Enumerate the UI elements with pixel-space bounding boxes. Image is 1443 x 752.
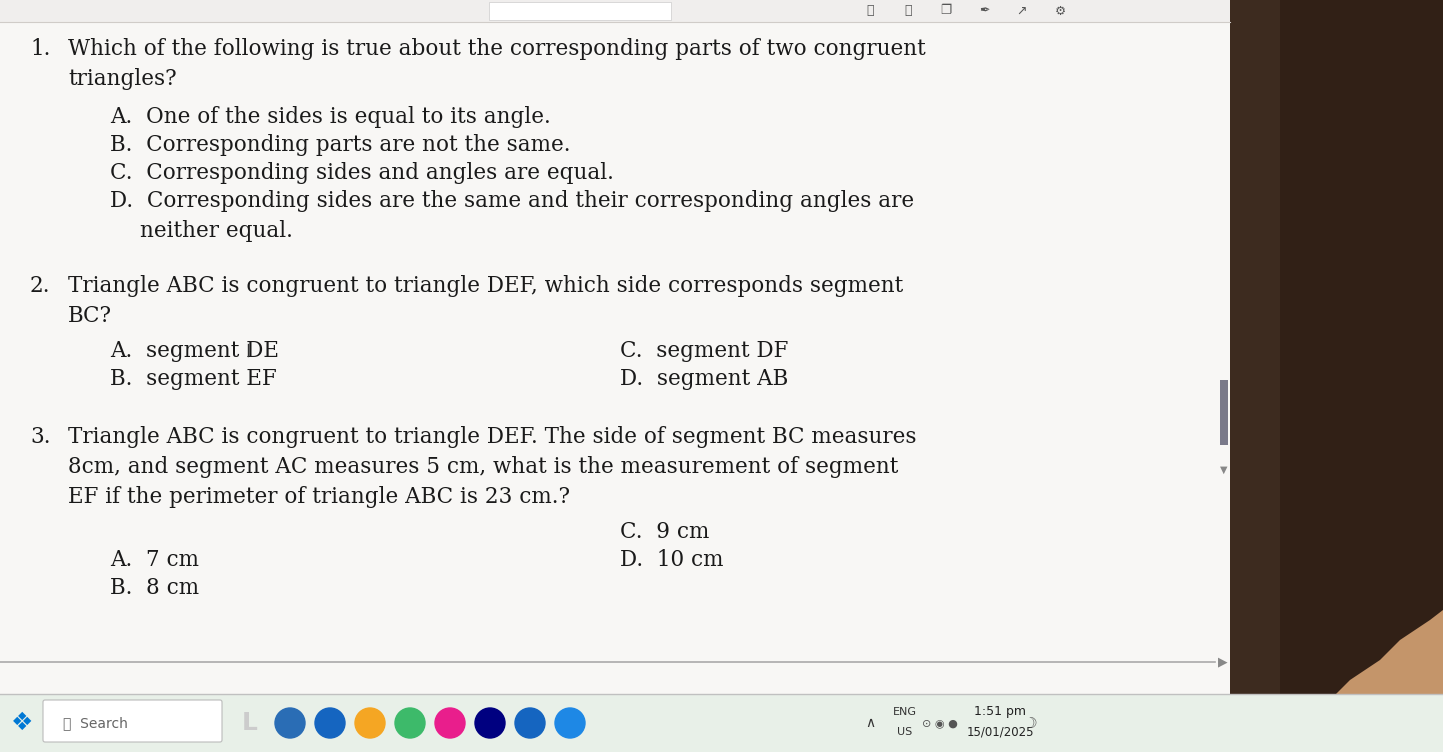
Text: 8cm, and segment AC measures 5 cm, what is the measurement of segment: 8cm, and segment AC measures 5 cm, what … [68,456,899,478]
FancyBboxPatch shape [0,0,1229,694]
Text: ▶: ▶ [1218,656,1228,669]
Text: Triangle ABC is congruent to triangle DEF. The side of segment BC measures: Triangle ABC is congruent to triangle DE… [68,426,916,448]
Text: 1:51 pm: 1:51 pm [974,705,1026,718]
Text: D.  Corresponding sides are the same and their corresponding angles are: D. Corresponding sides are the same and … [110,190,913,212]
Circle shape [355,708,385,738]
FancyBboxPatch shape [0,0,1229,22]
Circle shape [475,708,505,738]
Text: ⚙: ⚙ [1055,5,1065,17]
FancyBboxPatch shape [489,2,671,20]
Text: 2.: 2. [30,275,51,297]
Text: C.  segment DF: C. segment DF [620,340,788,362]
Text: ☽: ☽ [1023,715,1038,730]
Text: L: L [242,711,258,735]
Text: B.  segment EF: B. segment EF [110,368,277,390]
Text: A.  One of the sides is equal to its angle.: A. One of the sides is equal to its angl… [110,106,551,128]
FancyBboxPatch shape [1280,0,1443,752]
Text: ↗: ↗ [1017,5,1027,17]
Text: B.  8 cm: B. 8 cm [110,577,199,599]
Text: ⊙ ◉ ●: ⊙ ◉ ● [922,718,958,728]
Text: D.  segment AB: D. segment AB [620,368,788,390]
Circle shape [556,708,584,738]
Text: C.  9 cm: C. 9 cm [620,521,710,543]
Text: ❖: ❖ [10,711,33,735]
Text: 1.: 1. [30,38,51,60]
Text: neither equal.: neither equal. [140,220,293,242]
Polygon shape [1320,610,1443,752]
Text: EF if the perimeter of triangle ABC is 23 cm.?: EF if the perimeter of triangle ABC is 2… [68,486,570,508]
Circle shape [315,708,345,738]
FancyBboxPatch shape [0,694,1443,752]
Circle shape [434,708,465,738]
FancyBboxPatch shape [1229,0,1443,752]
Text: 3.: 3. [30,426,51,448]
Text: ⌕: ⌕ [866,5,874,17]
Text: B.  Corresponding parts are not the same.: B. Corresponding parts are not the same. [110,134,570,156]
Text: triangles?: triangles? [68,68,176,90]
Circle shape [515,708,545,738]
FancyBboxPatch shape [1219,380,1228,445]
Text: A.  segment DE: A. segment DE [110,340,278,362]
Text: ▼: ▼ [1221,465,1228,475]
Circle shape [395,708,426,738]
Text: D.  10 cm: D. 10 cm [620,549,723,571]
Text: US: US [898,727,912,737]
Text: ✒: ✒ [978,5,990,17]
FancyBboxPatch shape [43,700,222,742]
Text: ENG: ENG [893,707,916,717]
Text: ∧: ∧ [864,716,874,730]
Text: Triangle ABC is congruent to triangle DEF, which side corresponds segment: Triangle ABC is congruent to triangle DE… [68,275,903,297]
Text: ⦾: ⦾ [905,5,912,17]
Text: A.  7 cm: A. 7 cm [110,549,199,571]
Text: ⌕  Search: ⌕ Search [63,716,128,730]
Text: Which of the following is true about the corresponding parts of two congruent: Which of the following is true about the… [68,38,926,60]
Text: C.  Corresponding sides and angles are equal.: C. Corresponding sides and angles are eq… [110,162,613,184]
Text: ❐: ❐ [941,5,951,17]
Text: BC?: BC? [68,305,113,327]
Text: 15/01/2025: 15/01/2025 [967,726,1033,738]
Circle shape [276,708,304,738]
